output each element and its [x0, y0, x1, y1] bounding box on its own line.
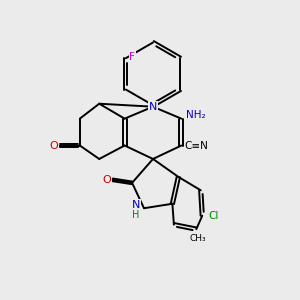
Text: C≡N: C≡N [184, 140, 208, 151]
Text: N: N [149, 102, 157, 112]
Text: O: O [50, 140, 58, 151]
Text: H: H [132, 210, 140, 220]
Text: Cl: Cl [208, 211, 219, 221]
Text: F: F [130, 52, 135, 62]
Text: NH₂: NH₂ [187, 110, 206, 120]
Text: N: N [131, 200, 140, 210]
Text: O: O [103, 175, 111, 185]
Text: CH₃: CH₃ [190, 234, 206, 243]
